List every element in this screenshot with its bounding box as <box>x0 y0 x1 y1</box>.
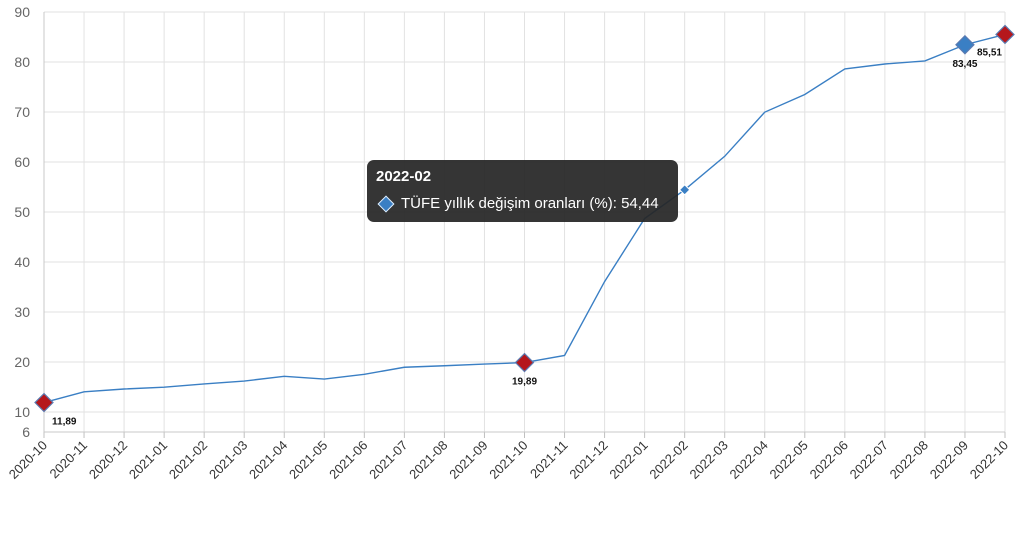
markers <box>34 24 1015 413</box>
x-tick-label: 2022-09 <box>927 438 971 482</box>
highlight-marker <box>514 352 535 373</box>
tooltip-separator: : <box>612 195 622 212</box>
x-tick-label: 2022-02 <box>646 438 690 482</box>
y-tick-label: 10 <box>14 404 30 420</box>
highlight-marker <box>34 392 54 413</box>
x-tick-label: 2021-12 <box>566 438 610 482</box>
x-tick-label: 2022-03 <box>686 438 730 482</box>
x-tick-label: 2022-06 <box>807 438 851 482</box>
highlight-marker <box>995 24 1015 45</box>
x-tick-label: 2020-10 <box>6 438 50 482</box>
x-tick-label: 2020-12 <box>86 438 130 482</box>
x-tick-label: 2022-05 <box>767 438 811 482</box>
data-label: 11,89 <box>52 417 77 428</box>
data-label: 85,51 <box>977 47 1002 58</box>
x-tick-label: 2020-11 <box>46 438 90 482</box>
x-tick-label: 2021-10 <box>486 438 530 482</box>
x-tick-label: 2022-08 <box>887 438 931 482</box>
y-tick-label: 60 <box>14 154 30 170</box>
x-tick-label: 2022-01 <box>606 438 650 482</box>
x-tick-label: 2021-03 <box>206 438 250 482</box>
x-tick-label: 2021-09 <box>446 438 490 482</box>
y-tick-label: 30 <box>14 304 30 320</box>
x-tick-label: 2021-08 <box>406 438 450 482</box>
x-tick-label: 2021-05 <box>286 438 330 482</box>
y-tick-label: 40 <box>14 254 30 270</box>
hover-marker[interactable] <box>678 184 691 196</box>
tooltip-title: 2022-02 <box>376 168 432 185</box>
x-tick-label: 2022-10 <box>967 438 1011 482</box>
x-tick-label: 2022-07 <box>847 438 891 482</box>
x-tick-label: 2021-04 <box>246 438 290 482</box>
y-tick-label: 80 <box>14 54 30 70</box>
x-tick-label: 2021-11 <box>527 438 571 482</box>
tooltip-row: TÜFE yıllık değişim oranları (%): 54,44 <box>376 195 669 213</box>
y-tick-label: 50 <box>14 204 30 220</box>
data-label: 83,45 <box>952 59 977 70</box>
tooltip-series-name: TÜFE yıllık değişim oranları (%) <box>401 195 613 212</box>
diamond-marker-icon <box>377 195 395 213</box>
x-tick-label: 2021-02 <box>166 438 210 482</box>
y-tick-label: 70 <box>14 104 30 120</box>
data-label: 19,89 <box>512 377 537 388</box>
highlight-marker <box>955 34 975 55</box>
x-tick-label: 2021-06 <box>326 438 370 482</box>
tooltip: 2022-02 TÜFE yıllık değişim oranları (%)… <box>367 160 678 222</box>
x-tick-label: 2021-01 <box>126 438 170 482</box>
y-tick-label: 6 <box>22 424 30 440</box>
x-tick-label: 2021-07 <box>366 438 410 482</box>
tooltip-value: 54,44 <box>621 195 659 212</box>
x-tick-label: 2022-04 <box>727 438 771 482</box>
y-tick-label: 20 <box>14 354 30 370</box>
y-tick-label: 90 <box>14 4 30 20</box>
axes: 6 10 20 30 40 50 60 70 80 90 2020-102020-112020-12… <box>6 4 1011 482</box>
